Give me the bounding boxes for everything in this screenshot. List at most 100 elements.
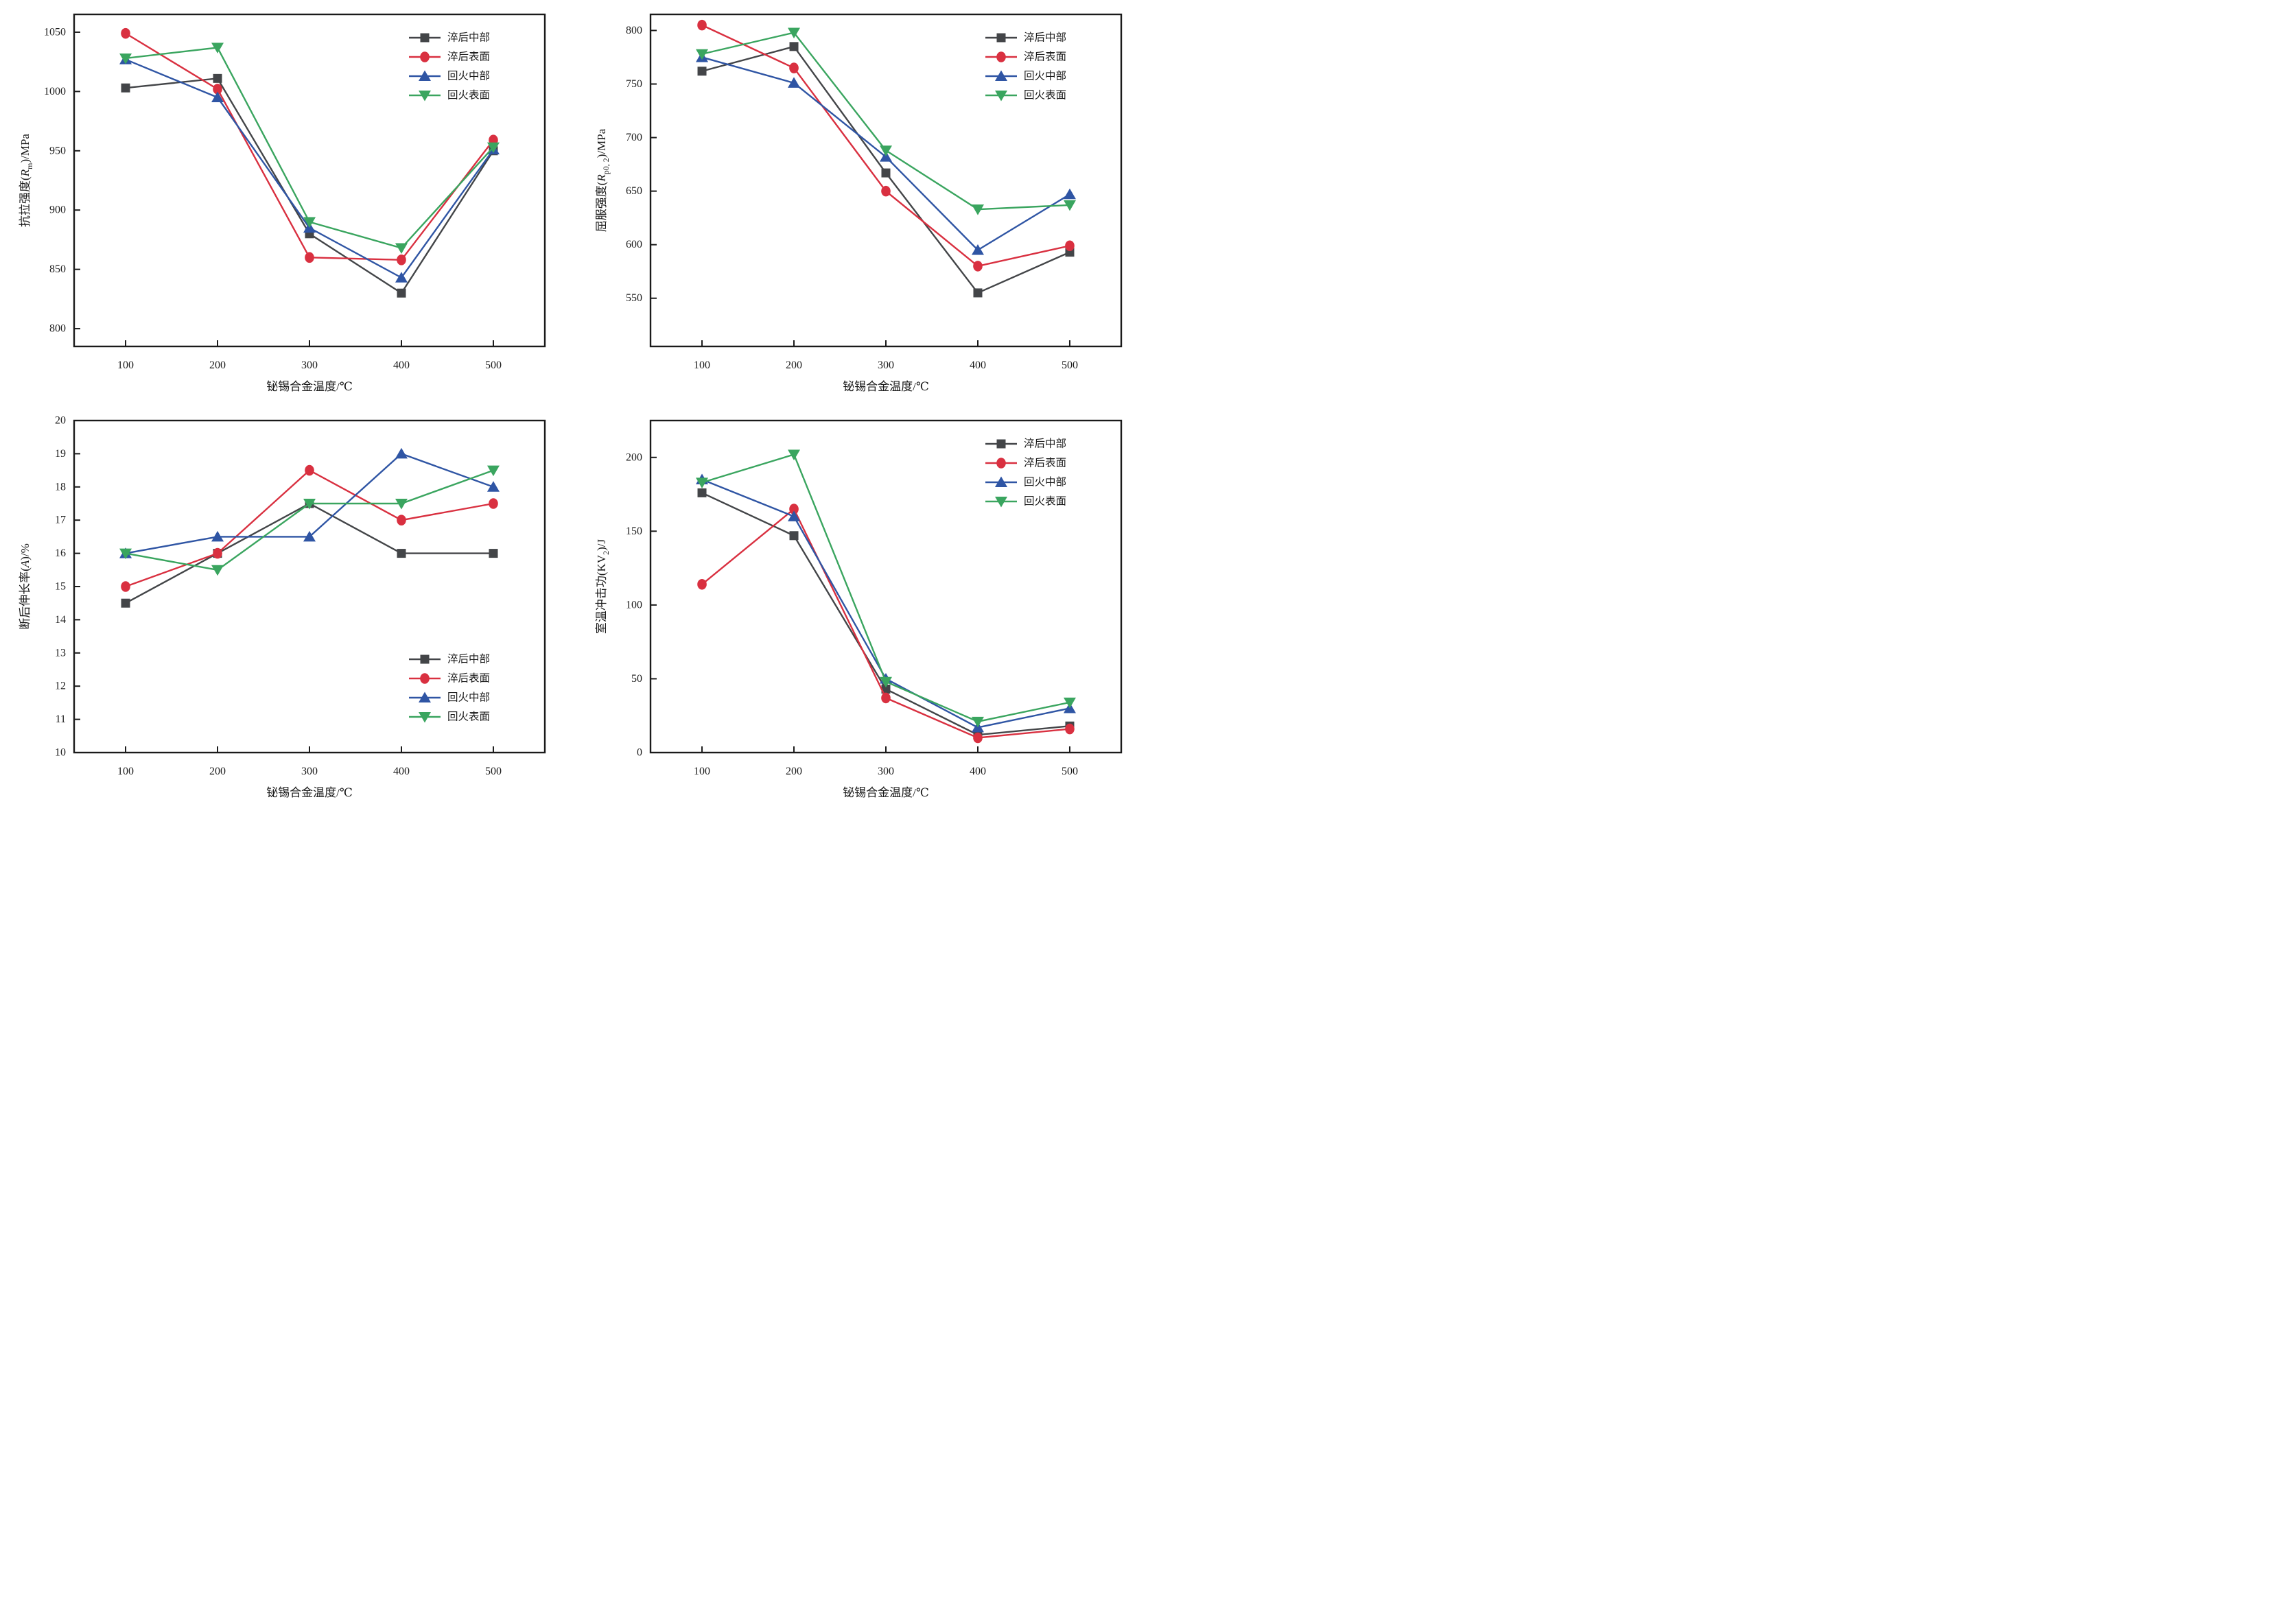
data-point-circle-marker — [420, 673, 430, 684]
data-point-triangle-up-marker — [788, 510, 801, 521]
data-point-triangle-up-marker — [211, 91, 224, 102]
data-point-circle-marker — [420, 51, 430, 62]
x-tick-label: 100 — [117, 359, 134, 371]
data-point-triangle-down-marker — [419, 91, 431, 102]
data-point-triangle-up-marker — [995, 476, 1007, 487]
x-tick-label: 100 — [694, 359, 710, 371]
data-point-triangle-up-marker — [395, 272, 408, 283]
legend-label: 淬后中部 — [447, 32, 490, 44]
legend-label: 回火表面 — [447, 89, 490, 102]
legend-label: 淬后表面 — [447, 672, 490, 685]
legend-label: 淬后表面 — [1024, 457, 1066, 469]
data-point-triangle-down-marker — [487, 465, 500, 477]
data-point-triangle-up-marker — [995, 70, 1007, 81]
x-tick-label: 200 — [786, 766, 802, 777]
legend-item: 回火中部 — [409, 692, 490, 704]
data-point-square-marker — [996, 439, 1006, 449]
y-tick-label: 20 — [55, 415, 66, 427]
data-point-circle-marker — [996, 51, 1006, 62]
y-tick-label: 650 — [626, 185, 642, 197]
data-point-circle-marker — [789, 504, 799, 515]
data-point-triangle-up-marker — [419, 70, 431, 81]
y-tick-label: 50 — [631, 673, 642, 685]
data-point-square-marker — [789, 42, 799, 51]
y-tick-label: 16 — [55, 547, 66, 559]
data-point-circle-marker — [1065, 240, 1075, 252]
data-point-circle-marker — [397, 515, 406, 525]
data-point-triangle-down-marker — [971, 716, 984, 728]
data-point-triangle-down-marker — [696, 49, 709, 60]
y-tick-label: 19 — [55, 448, 66, 460]
data-point-circle-marker — [1065, 723, 1075, 735]
data-point-square-marker — [397, 288, 406, 298]
series-line — [125, 502, 493, 604]
legend-item: 回火中部 — [985, 476, 1066, 488]
y-tick-label: 750 — [626, 78, 642, 90]
y-tick-label: 100 — [626, 599, 642, 611]
x-axis-label: 铋锡合金温度/℃ — [266, 786, 353, 799]
y-axis-label: 断后伸长率(A)/% — [19, 543, 32, 630]
data-point-circle-marker — [789, 62, 799, 73]
data-point-triangle-down-marker — [971, 204, 984, 215]
legend-label: 淬后中部 — [1024, 32, 1066, 44]
data-point-triangle-down-marker — [880, 676, 892, 688]
y-tick-label: 950 — [49, 145, 66, 156]
y-tick-label: 13 — [55, 647, 66, 659]
data-point-triangle-down-marker — [303, 499, 316, 510]
data-point-circle-marker — [881, 185, 891, 197]
data-point-square-marker — [213, 73, 222, 83]
data-point-square-marker — [881, 168, 891, 178]
x-tick-label: 400 — [393, 766, 410, 777]
y-axis-label: 抗拉强度(Rm)/MPa — [19, 134, 34, 227]
data-point-triangle-down-marker — [696, 477, 709, 488]
x-tick-label: 300 — [301, 359, 318, 371]
legend-item: 淬后中部 — [409, 32, 490, 44]
data-point-triangle-down-marker — [119, 53, 132, 64]
data-point-circle-marker — [121, 27, 130, 39]
line-chart: 0 50 100 150 200 100 200 300 400 500 铋锡合金温度/℃ 室温冲击功… — [595, 419, 1123, 799]
y-tick-label: 10 — [55, 747, 66, 759]
data-point-triangle-down-marker — [303, 217, 316, 228]
legend-item: 回火中部 — [409, 70, 490, 82]
y-tick-label: 600 — [626, 239, 642, 250]
y-tick-label: 17 — [55, 515, 66, 526]
x-tick-label: 200 — [209, 359, 226, 371]
y-tick-label: 1050 — [44, 26, 66, 38]
legend-label: 回火中部 — [1024, 476, 1066, 488]
chart-yield-strength: 550 600 650 700 750 800 100 200 300 400 500 铋锡合金温度/… — [587, 3, 1136, 400]
legend-item: 淬后表面 — [985, 51, 1066, 63]
data-point-square-marker — [397, 549, 406, 558]
y-axis-label: 屈服强度(Rp0, 2)/MPa — [595, 128, 611, 232]
x-tick-label: 500 — [1062, 766, 1078, 777]
x-axis-label: 铋锡合金温度/℃ — [843, 786, 929, 799]
y-tick-label: 18 — [55, 481, 66, 493]
data-point-triangle-down-marker — [487, 142, 500, 154]
legend-label: 回火表面 — [1024, 89, 1066, 102]
chart-impact-energy: 0 50 100 150 200 100 200 300 400 500 铋锡合金温度/℃ 室温冲击功… — [587, 410, 1136, 806]
data-point-circle-marker — [973, 261, 983, 272]
data-point-circle-marker — [697, 19, 707, 31]
data-point-square-marker — [420, 33, 430, 43]
data-point-triangle-down-marker — [419, 712, 431, 723]
y-tick-label: 700 — [626, 132, 642, 143]
legend-item: 回火中部 — [985, 70, 1066, 82]
x-tick-label: 400 — [393, 359, 410, 371]
legend-item: 回火表面 — [985, 495, 1066, 508]
legend-label: 淬后中部 — [447, 653, 490, 665]
data-point-circle-marker — [213, 84, 222, 95]
y-axis-label: 室温冲击功(KV2)/J — [595, 539, 611, 634]
line-chart: 800 850 900 950 1000 1050 100 200 300 400 500 铋锡合金温… — [19, 13, 546, 393]
figure-grid: 800 850 900 950 1000 1050 100 200 300 400 500 铋锡合金温… — [0, 0, 1148, 810]
data-point-triangle-down-marker — [1063, 200, 1076, 211]
data-point-triangle-down-marker — [1063, 697, 1076, 709]
data-point-triangle-up-marker — [880, 151, 892, 162]
y-tick-label: 800 — [49, 323, 66, 335]
legend-label: 回火中部 — [1024, 70, 1066, 82]
line-chart: 10 11 12 13 14 15 16 17 18 19 20 100 200 300 400 500 铋锡合… — [19, 415, 546, 799]
y-tick-label: 200 — [626, 451, 642, 463]
legend-item: 淬后表面 — [409, 51, 490, 63]
x-tick-label: 500 — [485, 359, 502, 371]
y-tick-label: 900 — [49, 204, 66, 216]
data-point-triangle-up-marker — [211, 530, 224, 542]
data-point-circle-marker — [213, 547, 222, 559]
